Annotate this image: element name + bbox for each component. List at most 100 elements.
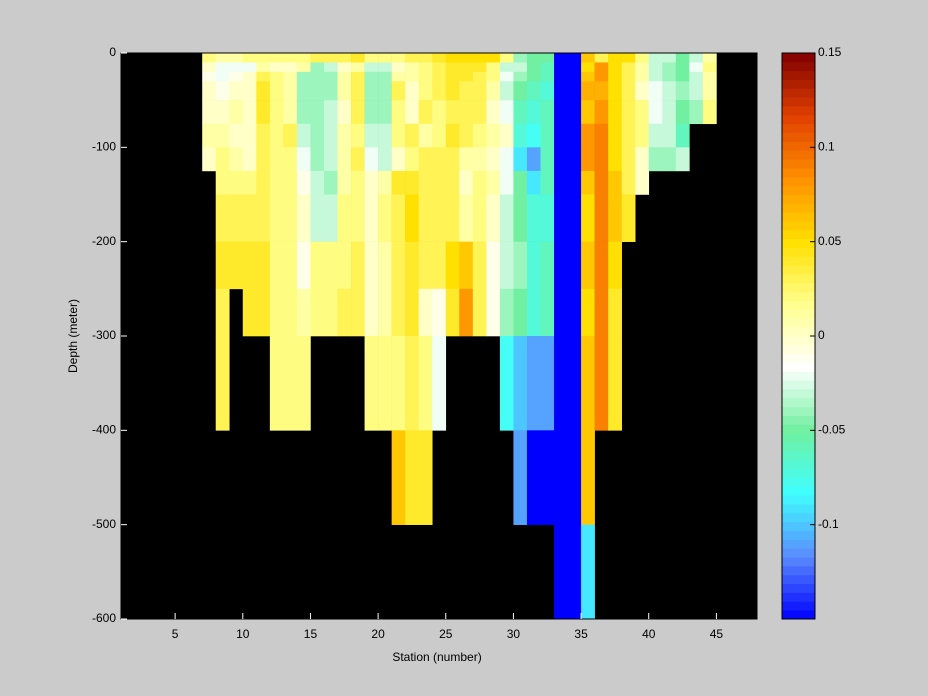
heatmap-cell	[391, 194, 406, 242]
heatmap-cell	[283, 81, 298, 101]
heatmap-cell	[540, 123, 555, 148]
colorbar-swatch	[782, 521, 815, 531]
heatmap-cell	[635, 170, 650, 195]
heatmap-cell	[269, 194, 284, 242]
heatmap-cell	[229, 194, 244, 242]
heatmap-cell	[364, 288, 379, 337]
heatmap-cell	[554, 241, 568, 290]
heatmap-cell	[567, 170, 582, 195]
heatmap-cell	[594, 123, 609, 148]
heatmap-cell	[621, 194, 636, 242]
heatmap-cell	[337, 194, 352, 242]
heatmap-cell	[378, 53, 392, 63]
colorbar-swatch	[782, 389, 815, 399]
heatmap-cell	[269, 288, 284, 337]
heatmap-cell	[499, 71, 514, 82]
heatmap-cell	[526, 241, 541, 290]
heatmap-cell	[269, 170, 284, 195]
heatmap-cell	[526, 147, 541, 172]
heatmap-cell	[378, 147, 392, 172]
colorbar-swatch	[782, 565, 815, 576]
heatmap-cell	[351, 170, 365, 195]
heatmap-cell	[635, 62, 650, 73]
heatmap-cell	[242, 194, 257, 242]
heatmap-cell	[567, 71, 582, 82]
heatmap-cell	[540, 53, 555, 63]
colorbar-swatch	[782, 256, 815, 266]
heatmap-cell	[499, 100, 514, 125]
colorbar-swatch	[782, 539, 815, 549]
heatmap-cell	[567, 147, 582, 172]
x-tick-label: 20	[371, 627, 385, 641]
heatmap-cell	[459, 81, 474, 101]
heatmap-cell	[594, 62, 609, 73]
y-tick-label: -300	[92, 328, 116, 342]
colorbar-tick-label: 0.05	[818, 234, 842, 248]
y-tick-label: -200	[92, 234, 116, 248]
heatmap-cell	[459, 123, 474, 148]
heatmap-cell	[310, 53, 325, 63]
heatmap-cell	[418, 241, 433, 290]
heatmap-cell	[702, 53, 717, 63]
heatmap-cell	[594, 147, 609, 172]
colorbar-swatch	[782, 309, 815, 319]
heatmap-cell	[499, 170, 514, 195]
colorbar-swatch	[782, 583, 815, 593]
heatmap-cell	[310, 241, 325, 290]
heatmap-cell	[567, 288, 582, 337]
heatmap-cell	[323, 147, 338, 172]
heatmap-cell	[472, 288, 487, 337]
heatmap-cell	[675, 147, 690, 172]
heatmap-cell	[432, 194, 447, 242]
heatmap-cell	[337, 100, 352, 125]
heatmap-cell	[323, 81, 338, 101]
heatmap-cell	[323, 170, 338, 195]
heatmap-cell	[486, 123, 501, 148]
heatmap-cell	[337, 71, 352, 82]
heatmap-cell	[567, 81, 582, 101]
heatmap-cell	[418, 71, 433, 82]
heatmap-cell	[445, 170, 460, 195]
colorbar-swatch	[782, 88, 815, 98]
heatmap-cell	[689, 53, 704, 63]
colorbar-swatch	[782, 459, 815, 470]
heatmap-cell	[513, 53, 528, 63]
heatmap-cell	[513, 100, 528, 125]
colorbar-swatch	[782, 291, 815, 302]
heatmap-cell	[689, 81, 704, 101]
heatmap-cell	[202, 62, 217, 73]
colorbar-swatch	[782, 477, 815, 487]
heatmap-cell	[540, 100, 555, 125]
heatmap-cell	[283, 288, 298, 337]
colorbar-tick-label: 0.1	[818, 140, 835, 154]
heatmap-cell	[351, 241, 365, 290]
colorbar-swatch	[782, 229, 815, 240]
heatmap-cell	[594, 81, 609, 101]
heatmap-cell	[445, 62, 460, 73]
heatmap-cell	[202, 71, 217, 82]
heatmap-cell	[242, 241, 257, 290]
heatmap-cell	[459, 71, 474, 82]
heatmap-cell	[675, 100, 690, 125]
heatmap-cell	[432, 336, 447, 431]
heatmap-cell	[432, 170, 447, 195]
heatmap-cell	[445, 53, 460, 63]
colorbar-swatch	[782, 167, 815, 178]
heatmap-cell	[391, 53, 406, 63]
heatmap-cell	[608, 81, 622, 101]
heatmap-cell	[540, 170, 555, 195]
heatmap-cell	[418, 336, 433, 431]
heatmap-cell	[540, 288, 555, 337]
heatmap-cell	[594, 100, 609, 125]
heatmap-cell	[215, 241, 230, 290]
heatmap-cell	[283, 241, 298, 290]
heatmap-cell	[351, 288, 365, 337]
heatmap-cell	[405, 62, 420, 73]
colorbar-swatch	[782, 371, 815, 381]
colorbar-swatch	[782, 468, 815, 478]
heatmap-cell	[378, 71, 392, 82]
heatmap-cell	[310, 123, 325, 148]
heatmap-cell	[662, 53, 677, 63]
colorbar-swatch	[782, 495, 815, 505]
colorbar-tick-label: -0.05	[818, 423, 846, 437]
